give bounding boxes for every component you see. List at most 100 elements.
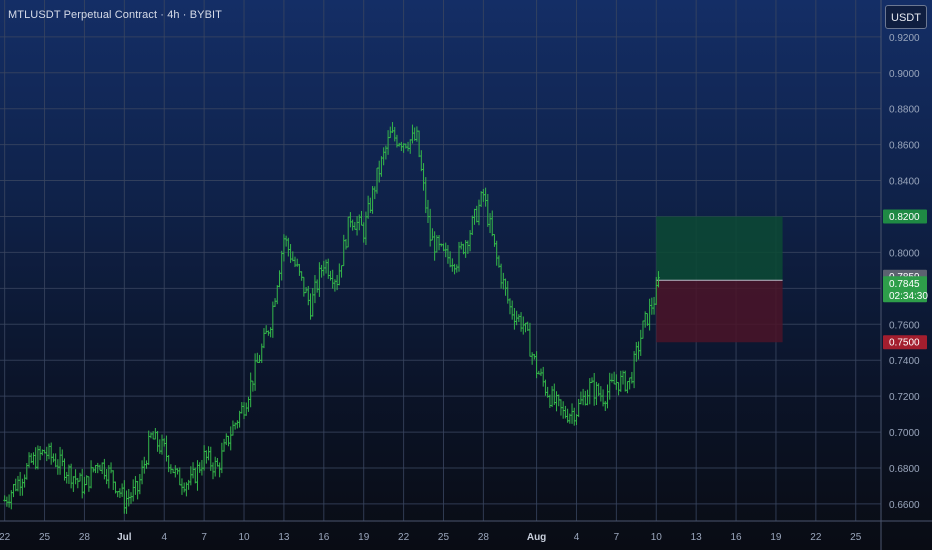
candle — [373, 186, 377, 200]
candle — [384, 145, 388, 160]
candle — [7, 494, 11, 508]
candle — [428, 208, 432, 247]
y-tick-label: 0.7400 — [889, 356, 920, 367]
candle — [360, 210, 363, 226]
candle — [344, 239, 348, 250]
candle — [371, 186, 374, 214]
x-tick-label: 4 — [161, 532, 167, 543]
candle — [69, 463, 73, 489]
candle — [415, 126, 419, 142]
candle — [116, 491, 120, 498]
candle — [211, 462, 215, 480]
candle — [508, 298, 512, 315]
x-tick-label: 16 — [318, 532, 330, 543]
candle — [495, 240, 499, 266]
candle — [125, 490, 128, 514]
x-tick-label: 19 — [358, 532, 370, 543]
candle — [78, 472, 82, 482]
candle — [54, 453, 58, 468]
candle — [619, 370, 623, 392]
candle — [162, 438, 166, 447]
x-tick-label: 13 — [278, 532, 290, 543]
candle — [366, 195, 370, 219]
candle — [67, 464, 71, 484]
x-tick-label: 25 — [850, 532, 862, 543]
candle — [264, 325, 268, 334]
candle — [481, 188, 485, 202]
y-tick-label: 0.7200 — [889, 392, 920, 403]
candle — [32, 452, 35, 465]
y-tick-label: 0.8800 — [889, 105, 920, 116]
candle — [634, 341, 638, 362]
y-tick-label: 0.7600 — [889, 320, 920, 331]
candle — [342, 234, 346, 267]
x-tick-label: Aug — [527, 532, 546, 543]
currency-unit-button[interactable]: USDT — [885, 5, 927, 29]
candle — [455, 264, 459, 273]
candle — [501, 272, 505, 290]
candle — [255, 352, 259, 363]
candle — [650, 297, 654, 315]
candle — [189, 466, 193, 486]
x-tick-label: 22 — [810, 532, 822, 543]
candle — [652, 296, 656, 315]
candle — [165, 435, 168, 462]
candle — [331, 269, 335, 289]
candle — [131, 479, 135, 502]
candle — [27, 452, 31, 468]
candle — [129, 492, 133, 504]
candle — [346, 216, 350, 248]
candle — [134, 476, 137, 495]
y-tick-label: 0.8600 — [889, 141, 920, 152]
stop-zone — [656, 280, 783, 343]
x-tick-label: 25 — [438, 532, 450, 543]
candle — [408, 139, 412, 154]
y-tick-label: 0.8400 — [889, 177, 920, 188]
x-tick-label: 10 — [651, 532, 663, 543]
x-tick-label: 25 — [39, 532, 51, 543]
candle — [623, 370, 627, 392]
candle — [419, 150, 423, 172]
candle — [218, 462, 222, 478]
candle — [182, 482, 186, 493]
candle — [657, 271, 660, 288]
candle — [617, 382, 620, 396]
candle — [561, 401, 565, 419]
candle — [224, 433, 228, 446]
candle — [510, 300, 514, 320]
candle — [315, 279, 319, 293]
candle — [581, 388, 585, 406]
candle — [302, 276, 306, 297]
price-tag-current — [883, 276, 927, 303]
candle — [65, 471, 69, 484]
candle — [490, 210, 494, 237]
candle — [353, 222, 357, 230]
y-tick-label: 0.6600 — [889, 500, 920, 511]
candle — [258, 354, 261, 363]
candle — [18, 471, 22, 496]
candle — [579, 391, 583, 405]
x-tick-label: 13 — [691, 532, 703, 543]
candle — [196, 460, 199, 491]
candle — [431, 228, 434, 241]
candle — [176, 468, 179, 475]
x-tick-label: Jul — [117, 532, 132, 543]
x-tick-label: 10 — [238, 532, 250, 543]
candle — [142, 456, 146, 474]
candle — [253, 353, 257, 391]
candle — [639, 329, 643, 356]
candle — [80, 468, 84, 499]
candle — [58, 446, 62, 475]
candle — [530, 352, 534, 365]
candle — [286, 237, 290, 257]
candle — [448, 251, 452, 268]
candle — [282, 234, 286, 262]
candle — [570, 403, 574, 424]
candle — [479, 191, 483, 207]
candle — [289, 244, 292, 263]
x-tick-label: 28 — [79, 532, 91, 543]
candle — [94, 464, 97, 474]
candle — [156, 430, 159, 452]
candle — [187, 479, 191, 490]
